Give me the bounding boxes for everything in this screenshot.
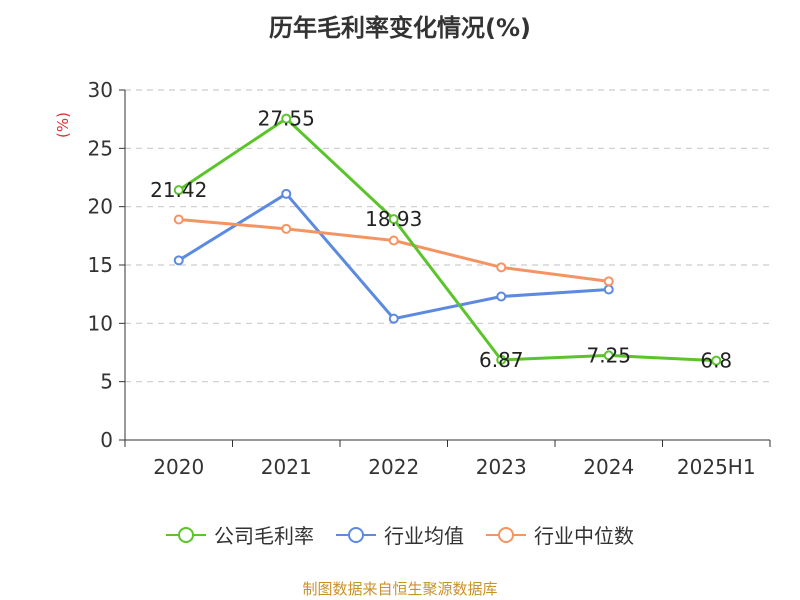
data-label-2024: 7.25 — [586, 343, 631, 367]
data-point-s1-2020 — [173, 255, 184, 266]
chart-legend: 公司毛利率 行业均值 行业中位数 — [0, 520, 800, 549]
x-tick-label-2021: 2021 — [261, 455, 312, 479]
data-point-s1-2023 — [496, 291, 507, 302]
data-point-s0-2021 — [281, 113, 292, 124]
x-tick-label-2025H1: 2025H1 — [677, 455, 756, 479]
chart-title: 历年毛利率变化情况(%) — [269, 14, 531, 42]
y-tick-label-25: 25 — [88, 136, 113, 160]
data-point-s0-2022 — [388, 214, 399, 225]
data-point-s1-2021 — [281, 188, 292, 199]
y-axis-label: (%) — [54, 112, 72, 138]
x-tick-label-2023: 2023 — [476, 455, 527, 479]
legend-label-industry-mean: 行业均值 — [384, 524, 464, 548]
y-tick-label-15: 15 — [88, 253, 113, 277]
data-source-note: 制图数据来自恒生聚源数据库 — [302, 580, 498, 598]
data-point-s0-2025H1 — [711, 355, 722, 366]
data-point-s0-2020 — [173, 185, 184, 196]
data-label-2021: 27.55 — [258, 107, 315, 131]
legend-marker-company — [166, 526, 206, 543]
data-point-s1-2024 — [603, 284, 614, 295]
legend-marker-industry-mean — [336, 526, 376, 543]
y-tick-label-30: 30 — [88, 78, 113, 102]
x-tick-label-2022: 2022 — [368, 455, 419, 479]
data-point-s2-2022 — [388, 235, 399, 246]
legend-marker-industry-median — [486, 526, 526, 543]
y-tick-label-5: 5 — [100, 370, 113, 394]
y-tick-label-10: 10 — [88, 311, 113, 335]
legend-label-industry-median: 行业中位数 — [534, 524, 634, 548]
data-label-2022: 18.93 — [365, 207, 422, 231]
data-point-s2-2024 — [603, 276, 614, 287]
x-tick-label-2020: 2020 — [153, 455, 204, 479]
series-line-0 — [177, 117, 717, 363]
y-tick-label-0: 0 — [100, 428, 113, 452]
data-label-2023: 6.87 — [479, 348, 524, 372]
data-point-s0-2024 — [603, 350, 614, 361]
y-tick-label-20: 20 — [88, 195, 113, 219]
data-point-s2-2020 — [173, 214, 184, 225]
legend-item-company[interactable]: 公司毛利率 — [166, 520, 314, 549]
data-label-2025H1: 6.8 — [700, 349, 732, 373]
legend-item-industry-median[interactable]: 行业中位数 — [486, 520, 634, 549]
data-point-s1-2022 — [388, 313, 399, 324]
x-tick-label-2024: 2024 — [583, 455, 634, 479]
data-point-s2-2021 — [281, 223, 292, 234]
legend-label-company: 公司毛利率 — [214, 524, 314, 548]
data-label-2020: 21.42 — [150, 178, 207, 202]
legend-item-industry-mean[interactable]: 行业均值 — [336, 520, 464, 549]
data-point-s0-2023 — [496, 354, 507, 365]
data-point-s2-2023 — [496, 262, 507, 273]
